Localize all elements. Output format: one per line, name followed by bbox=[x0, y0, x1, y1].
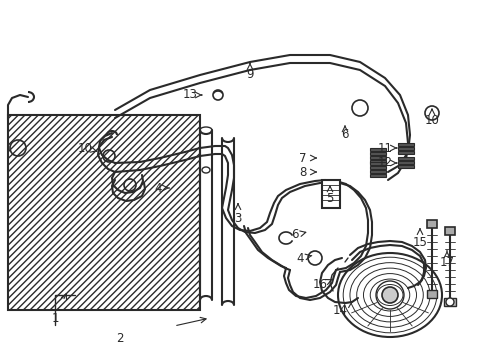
Text: 4: 4 bbox=[154, 181, 162, 194]
Bar bbox=[397, 165, 413, 168]
Circle shape bbox=[381, 287, 397, 303]
Text: 11: 11 bbox=[377, 141, 392, 154]
Bar bbox=[369, 166, 385, 169]
Text: 1: 1 bbox=[51, 311, 59, 324]
Text: 3: 3 bbox=[234, 211, 241, 225]
Bar bbox=[369, 170, 385, 173]
Text: 13: 13 bbox=[182, 89, 197, 102]
Bar bbox=[369, 148, 385, 151]
Bar bbox=[321, 180, 339, 208]
Polygon shape bbox=[8, 115, 200, 310]
Text: 16: 16 bbox=[312, 279, 327, 292]
Text: 9: 9 bbox=[246, 68, 253, 81]
Text: 7: 7 bbox=[299, 152, 306, 165]
Bar bbox=[426, 220, 436, 228]
Bar bbox=[397, 143, 413, 146]
Text: 6: 6 bbox=[291, 229, 298, 242]
Text: 17: 17 bbox=[439, 256, 453, 269]
Bar bbox=[443, 298, 455, 306]
Bar bbox=[397, 147, 413, 150]
Bar bbox=[397, 161, 413, 164]
Bar bbox=[369, 152, 385, 155]
Bar bbox=[397, 157, 413, 160]
Text: 6: 6 bbox=[341, 129, 348, 141]
Bar bbox=[444, 227, 454, 235]
Bar bbox=[426, 290, 436, 298]
Bar bbox=[369, 156, 385, 159]
Text: 8: 8 bbox=[299, 166, 306, 179]
Text: 12: 12 bbox=[377, 157, 392, 170]
Text: 15: 15 bbox=[412, 235, 427, 248]
Bar bbox=[369, 160, 385, 163]
Text: 10: 10 bbox=[424, 113, 439, 126]
Text: 2: 2 bbox=[116, 332, 123, 345]
Bar bbox=[397, 151, 413, 154]
Bar bbox=[369, 174, 385, 177]
Circle shape bbox=[445, 298, 453, 306]
Text: 5: 5 bbox=[325, 192, 333, 204]
Text: 14: 14 bbox=[332, 303, 347, 316]
Bar bbox=[369, 162, 385, 165]
Text: 4: 4 bbox=[296, 252, 303, 265]
Text: 10: 10 bbox=[78, 141, 92, 154]
